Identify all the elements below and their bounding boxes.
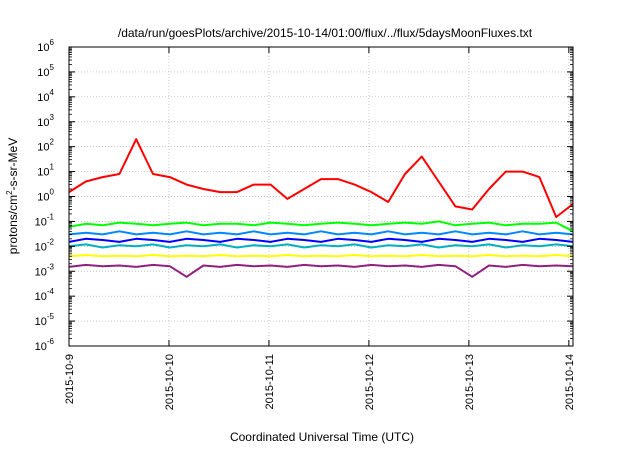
y-tick-label: 105 <box>37 63 54 79</box>
y-axis-label-main: protons/cm <box>6 195 20 254</box>
x-tick-label: 2015-10-14 <box>564 354 576 410</box>
y-tick-label: 10-6 <box>35 337 55 353</box>
series-line <box>68 237 574 243</box>
chart-title: /data/run/goesPlots/archive/2015-10-14/0… <box>118 26 533 40</box>
x-axis-label: Coordinated Universal Time (UTC) <box>230 430 414 444</box>
series-line <box>68 254 574 258</box>
y-tick-label: 10-5 <box>35 312 55 328</box>
series-lines <box>68 138 574 278</box>
y-tick-label: 10-4 <box>35 287 55 303</box>
y-axis-label-sup: 2 <box>5 190 14 195</box>
y-tick-label: 103 <box>37 113 54 129</box>
y-tick-label: 102 <box>37 138 54 154</box>
y-axis-label-rest: -s-sr-MeV <box>6 138 20 191</box>
x-tick-label: 2015-10-12 <box>364 354 376 410</box>
y-axis-label: protons/cm2-s-sr-MeV <box>5 138 20 254</box>
y-axis-ticks: 10-6 10-5 10-4 10-3 10-2 10-1 100 101 102 103 104 1… <box>35 38 573 353</box>
series-line <box>68 243 574 249</box>
y-tick-label: 104 <box>37 88 54 104</box>
y-tick-label: 10-1 <box>35 212 55 228</box>
x-tick-label: 2015-10-9 <box>64 354 76 404</box>
x-tick-label: 2015-10-13 <box>464 354 476 410</box>
series-line <box>68 230 574 236</box>
grid-lines <box>69 47 573 346</box>
series-line <box>68 263 574 278</box>
y-tick-label: 10-2 <box>35 237 55 253</box>
x-tick-label: 2015-10-10 <box>164 354 176 410</box>
x-axis-ticks: 2015-10-9 2015-10-10 2015-10-11 2015-10-12 2… <box>64 47 576 410</box>
y-tick-label: 10-3 <box>35 262 55 278</box>
y-tick-label: 100 <box>37 188 54 204</box>
x-tick-label: 2015-10-11 <box>264 354 276 409</box>
series-line <box>68 220 574 233</box>
y-tick-label: 101 <box>37 163 54 179</box>
series-line <box>68 138 574 218</box>
y-tick-label: 106 <box>37 38 54 54</box>
